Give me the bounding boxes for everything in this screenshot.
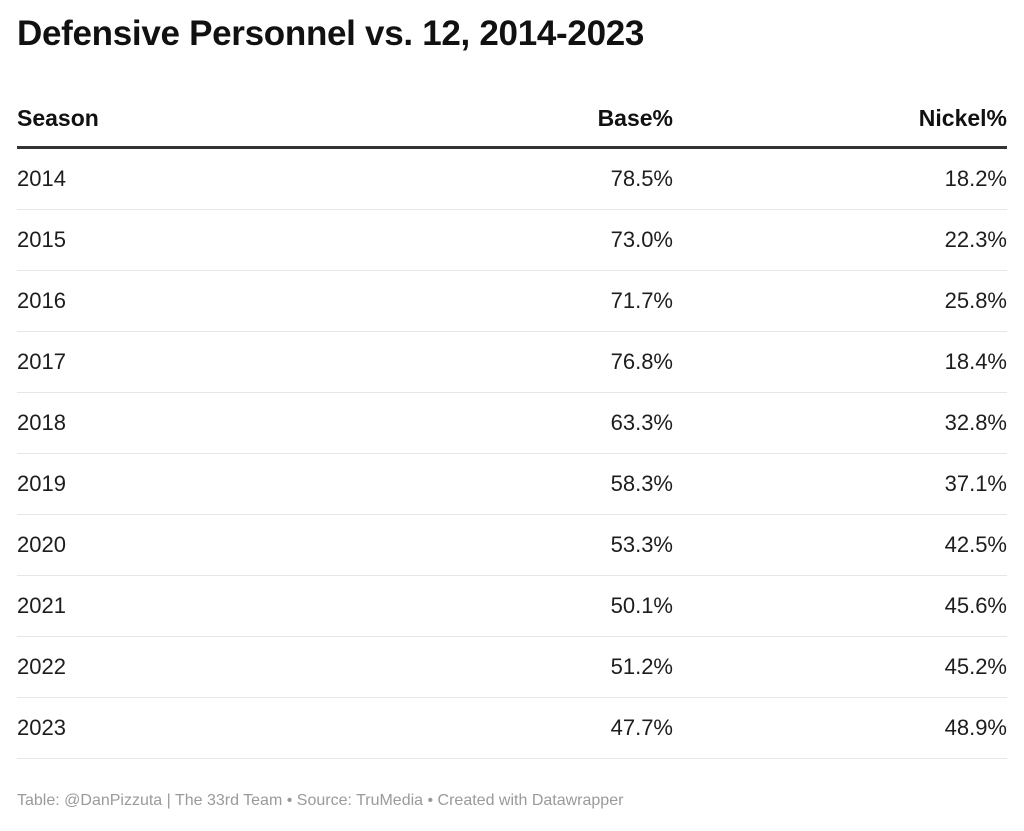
column-header-base: Base% [597,105,673,131]
chart-footer: Table: @DanPizzuta | The 33rd Team • Sou… [17,792,624,809]
cell-season: 2021 [17,593,66,618]
column-header-season: Season [17,105,99,131]
cell-season: 2017 [17,349,66,374]
cell-season: 2019 [17,471,66,496]
cell-season: 2014 [17,166,66,191]
chart-title: Defensive Personnel vs. 12, 2014-2023 [17,14,645,53]
cell-nickel: 48.9% [944,715,1007,740]
cell-base: 47.7% [610,715,673,740]
cell-base: 78.5% [610,166,673,191]
cell-season: 2015 [17,227,66,252]
cell-season: 2020 [17,532,66,557]
column-header-nickel: Nickel% [918,105,1007,131]
cell-base: 63.3% [610,410,673,435]
table-header-row: Season Base% Nickel% [17,88,1007,149]
cell-nickel: 42.5% [944,532,1007,557]
data-table: Season Base% Nickel% 2014 78.5% 18.2% 2015 7… [17,88,1007,759]
table-row: 2014 78.5% 18.2% [17,149,1007,210]
cell-season: 2022 [17,654,66,679]
cell-nickel: 45.6% [944,593,1007,618]
table-row: 2016 71.7% 25.8% [17,271,1007,332]
cell-base: 51.2% [610,654,673,679]
table-row: 2023 47.7% 48.9% [17,698,1007,759]
cell-base: 71.7% [610,288,673,313]
cell-base: 58.3% [610,471,673,496]
cell-season: 2023 [17,715,66,740]
cell-nickel: 22.3% [944,227,1007,252]
table-row: 2020 53.3% 42.5% [17,515,1007,576]
table-body: 2014 78.5% 18.2% 2015 73.0% 22.3% 2016 71.7% 25.… [17,149,1007,759]
cell-nickel: 18.4% [944,349,1007,374]
cell-season: 2018 [17,410,66,435]
cell-nickel: 37.1% [944,471,1007,496]
table-row: 2019 58.3% 37.1% [17,454,1007,515]
cell-nickel: 32.8% [944,410,1007,435]
cell-nickel: 18.2% [944,166,1007,191]
cell-base: 73.0% [610,227,673,252]
table-row: 2018 63.3% 32.8% [17,393,1007,454]
table-row: 2022 51.2% 45.2% [17,637,1007,698]
cell-season: 2016 [17,288,66,313]
cell-base: 53.3% [610,532,673,557]
table-row: 2017 76.8% 18.4% [17,332,1007,393]
cell-base: 50.1% [610,593,673,618]
cell-nickel: 45.2% [944,654,1007,679]
cell-base: 76.8% [610,349,673,374]
cell-nickel: 25.8% [944,288,1007,313]
table-row: 2015 73.0% 22.3% [17,210,1007,271]
table-row: 2021 50.1% 45.6% [17,576,1007,637]
